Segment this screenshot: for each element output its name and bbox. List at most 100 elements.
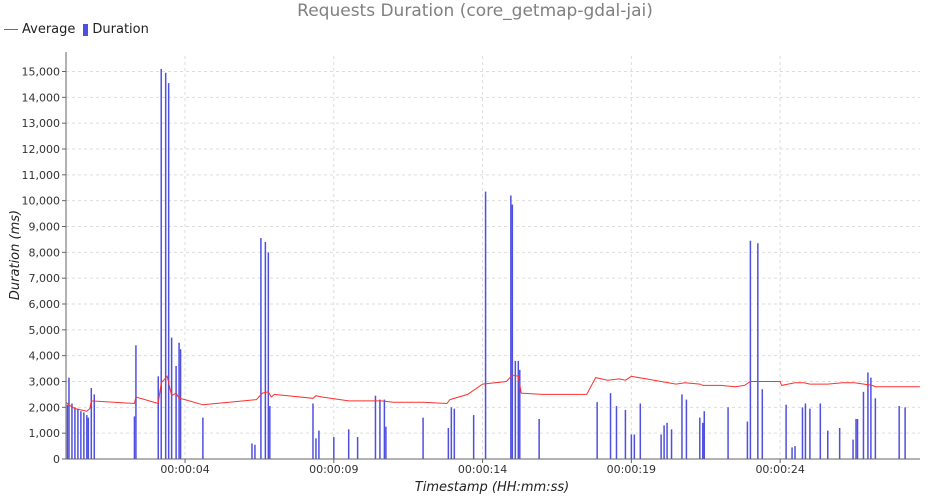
average-line [65, 374, 920, 412]
duration-bar [624, 409, 627, 459]
duration-bar [66, 404, 69, 459]
duration-bar [517, 360, 520, 459]
legend-swatch-duration [83, 23, 89, 36]
duration-bar [685, 399, 688, 459]
duration-bar [633, 434, 636, 459]
y-tick-label: 8,000 [29, 246, 61, 259]
duration-bar [269, 406, 271, 459]
duration-bar [385, 426, 387, 459]
y-tick-label: 11,000 [22, 169, 61, 182]
duration-bar [838, 428, 841, 459]
duration-bar [379, 399, 381, 459]
legend-swatch-average [4, 29, 18, 30]
average-line-group [65, 374, 920, 412]
duration-bar [904, 407, 906, 459]
duration-bar [870, 377, 872, 459]
duration-bar [746, 421, 749, 459]
legend-item-average: Average [4, 22, 75, 37]
duration-bar [472, 415, 475, 459]
duration-bar [260, 238, 262, 459]
duration-bar [538, 418, 540, 459]
duration-bar [785, 404, 787, 459]
duration-bar [356, 437, 359, 459]
duration-bar [801, 407, 804, 459]
x-tick-label: 00:00:24 [755, 463, 804, 476]
duration-bar [450, 407, 453, 459]
duration-bar [761, 389, 764, 459]
duration-bar [749, 240, 752, 459]
duration-bar [727, 407, 729, 459]
duration-bar [757, 243, 759, 459]
duration-bar [422, 417, 424, 459]
duration-bar [804, 403, 807, 459]
duration-bar [819, 403, 822, 459]
x-tick-label: 00:00:19 [607, 463, 656, 476]
duration-bar [681, 394, 683, 459]
duration-bar [178, 342, 180, 459]
duration-bar [855, 418, 857, 459]
duration-bar [318, 430, 320, 459]
duration-bar [630, 434, 633, 459]
duration-bar [83, 412, 85, 459]
axes [62, 52, 920, 463]
y-tick-label: 5,000 [29, 324, 61, 337]
legend-label-duration: Duration [92, 22, 149, 37]
duration-bar [157, 376, 159, 459]
y-tick-label: 12,000 [22, 143, 61, 156]
duration-bar [315, 438, 317, 459]
duration-bar [615, 406, 618, 459]
legend: Average Duration [4, 22, 157, 37]
y-tick-label: 14,000 [22, 91, 61, 104]
y-tick-label: 0 [53, 453, 60, 466]
duration-bar [867, 372, 869, 459]
duration-bar [827, 430, 829, 459]
duration-bar [484, 191, 487, 459]
duration-bar [510, 195, 512, 459]
duration-bar [347, 429, 350, 459]
x-tick-labels: 00:00:04 00:00:09 00:00:14 00:00:19 00:00:24 [160, 463, 805, 476]
duration-bar [519, 369, 521, 459]
duration-bar [383, 399, 386, 459]
duration-bar [514, 360, 517, 459]
duration-bar [267, 252, 270, 459]
grid [66, 56, 920, 459]
y-tick-label: 3,000 [29, 376, 61, 389]
duration-bar [254, 444, 256, 459]
x-tick-label: 00:00:14 [458, 463, 507, 476]
x-tick-label: 00:00:09 [309, 463, 358, 476]
duration-bar [80, 411, 82, 459]
chart-title: Requests Duration (core_getmap-gdal-jai) [297, 1, 653, 21]
duration-bar [453, 408, 456, 459]
duration-bar [703, 411, 706, 459]
y-tick-label: 4,000 [29, 350, 61, 363]
duration-bars [66, 68, 906, 460]
duration-bar [167, 83, 170, 459]
legend-label-average: Average [22, 22, 76, 37]
duration-bar [160, 68, 162, 460]
duration-bar [666, 422, 668, 459]
duration-bar [264, 242, 267, 459]
duration-bar [660, 434, 662, 459]
duration-bar [86, 415, 88, 459]
y-tick-label: 13,000 [22, 117, 61, 130]
duration-bar [511, 204, 514, 459]
duration-bar [170, 337, 173, 459]
y-tick-labels: 0 1,000 2,000 3,000 4,000 5,000 6,000 7,000 8,00… [22, 66, 61, 467]
duration-bar [77, 408, 79, 459]
legend-item-duration: Duration [83, 22, 149, 37]
duration-bar [852, 439, 854, 459]
duration-bar [663, 425, 665, 459]
y-tick-label: 7,000 [29, 272, 61, 285]
duration-bar [87, 417, 90, 459]
duration-bar [312, 403, 314, 459]
duration-bar [93, 394, 96, 459]
duration-bar [175, 366, 177, 459]
duration-bar [596, 402, 598, 459]
duration-bar [68, 377, 70, 459]
duration-bar [699, 417, 701, 459]
duration-bar [862, 391, 865, 459]
duration-bar [809, 408, 811, 459]
y-tick-label: 15,000 [22, 66, 61, 79]
duration-bar [791, 447, 793, 459]
y-axis-label: Duration (ms) [8, 210, 23, 300]
